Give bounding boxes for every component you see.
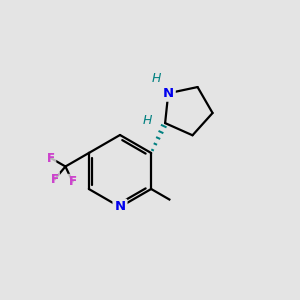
Text: N: N [114, 200, 126, 214]
Text: H: H [152, 72, 161, 85]
Text: F: F [68, 175, 76, 188]
Text: F: F [47, 152, 55, 165]
Text: F: F [47, 152, 55, 165]
Text: F: F [51, 172, 59, 186]
Text: N: N [163, 87, 174, 100]
Text: H: H [142, 114, 152, 127]
Text: N: N [114, 200, 126, 214]
Text: F: F [68, 175, 76, 188]
Text: F: F [68, 175, 76, 188]
Text: F: F [47, 152, 55, 165]
Text: F: F [51, 172, 59, 186]
Text: N: N [163, 87, 174, 100]
Text: F: F [51, 172, 59, 186]
